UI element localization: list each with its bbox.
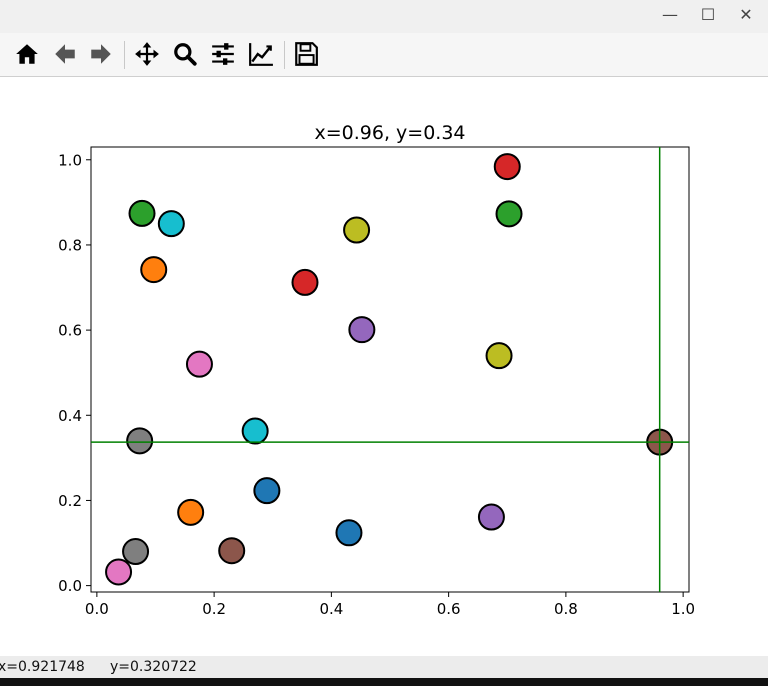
scatter-point bbox=[140, 256, 168, 284]
scatter-point bbox=[495, 200, 523, 228]
back-button[interactable] bbox=[52, 41, 78, 67]
x-tick-label: 0.4 bbox=[319, 600, 343, 618]
forward-button[interactable] bbox=[88, 41, 114, 67]
edit-axis-button[interactable] bbox=[248, 41, 274, 67]
window-titlebar: — ☐ ✕ bbox=[0, 0, 768, 33]
forward-arrow-icon bbox=[91, 44, 111, 64]
scatter-point bbox=[241, 417, 269, 445]
status-bar: x=0.921748 y=0.320722 bbox=[0, 656, 768, 678]
x-tick-label: 0.0 bbox=[85, 600, 109, 618]
minimize-button[interactable]: — bbox=[662, 5, 678, 24]
pan-button[interactable] bbox=[134, 41, 160, 67]
save-button[interactable] bbox=[293, 41, 319, 67]
maximize-button[interactable]: ☐ bbox=[700, 5, 716, 24]
y-tick-label: 0.6 bbox=[58, 322, 82, 340]
scatter-point bbox=[477, 503, 505, 531]
toolbar-separator bbox=[284, 41, 285, 69]
scatter-point bbox=[343, 216, 371, 244]
home-button[interactable] bbox=[14, 41, 40, 67]
scatter-point bbox=[493, 153, 521, 181]
y-tick-label: 0.4 bbox=[58, 407, 82, 425]
edit-axis-icon bbox=[249, 43, 273, 66]
scatter-point bbox=[348, 316, 376, 344]
back-arrow-icon bbox=[55, 44, 75, 64]
y-tick-label: 0.2 bbox=[58, 492, 82, 510]
x-tick-label: 0.8 bbox=[554, 600, 578, 618]
scatter-point bbox=[122, 538, 150, 566]
close-button[interactable]: ✕ bbox=[739, 5, 753, 24]
scatter-point bbox=[185, 350, 213, 378]
scatter-point bbox=[157, 210, 185, 238]
x-tick-label: 1.0 bbox=[671, 600, 695, 618]
scatter-point bbox=[335, 519, 363, 547]
scatter-point bbox=[105, 558, 133, 586]
home-icon bbox=[16, 44, 38, 64]
scatter-chart[interactable]: x=0.96, y=0.34 0.0 0.2 0.4 0.6 0.8 1.0 0.0 0.2 0.… bbox=[0, 76, 768, 656]
save-icon bbox=[295, 42, 318, 66]
zoom-icon bbox=[174, 43, 197, 66]
zoom-button[interactable] bbox=[172, 41, 198, 67]
scatter-point bbox=[177, 498, 205, 526]
window-bottom-edge bbox=[0, 678, 768, 686]
y-tick-label: 0.8 bbox=[58, 236, 82, 254]
axes-frame bbox=[90, 146, 690, 593]
x-tick-label: 0.6 bbox=[437, 600, 461, 618]
y-tick-label: 0.0 bbox=[58, 577, 82, 595]
scatter-point bbox=[126, 427, 154, 455]
y-tick-label: 1.0 bbox=[58, 151, 82, 169]
scatter-point bbox=[485, 342, 513, 370]
scatter-point bbox=[218, 537, 246, 565]
scatter-point bbox=[291, 268, 319, 296]
navigation-toolbar bbox=[0, 33, 768, 77]
subplots-button[interactable] bbox=[210, 41, 236, 67]
pan-icon bbox=[135, 42, 159, 66]
x-tick-label: 0.2 bbox=[202, 600, 226, 618]
cursor-x-readout: x=0.921748 bbox=[0, 659, 85, 675]
figure-canvas[interactable]: x=0.96, y=0.34 0.0 0.2 0.4 0.6 0.8 1.0 0.0 0.2 0.… bbox=[0, 76, 768, 656]
scatter-point bbox=[253, 477, 281, 505]
subplots-config-icon bbox=[212, 43, 234, 65]
chart-title: x=0.96, y=0.34 bbox=[314, 122, 465, 144]
scatter-point bbox=[128, 199, 156, 227]
cursor-y-readout: y=0.320722 bbox=[110, 659, 197, 675]
toolbar-separator bbox=[124, 41, 125, 69]
